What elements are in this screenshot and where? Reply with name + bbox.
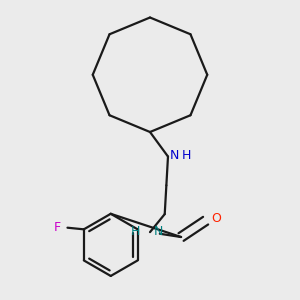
Text: N: N [169, 149, 179, 162]
Text: F: F [54, 220, 61, 233]
Text: H: H [182, 149, 191, 162]
Text: H: H [131, 225, 140, 238]
Text: O: O [212, 212, 221, 224]
Text: N: N [153, 225, 163, 238]
